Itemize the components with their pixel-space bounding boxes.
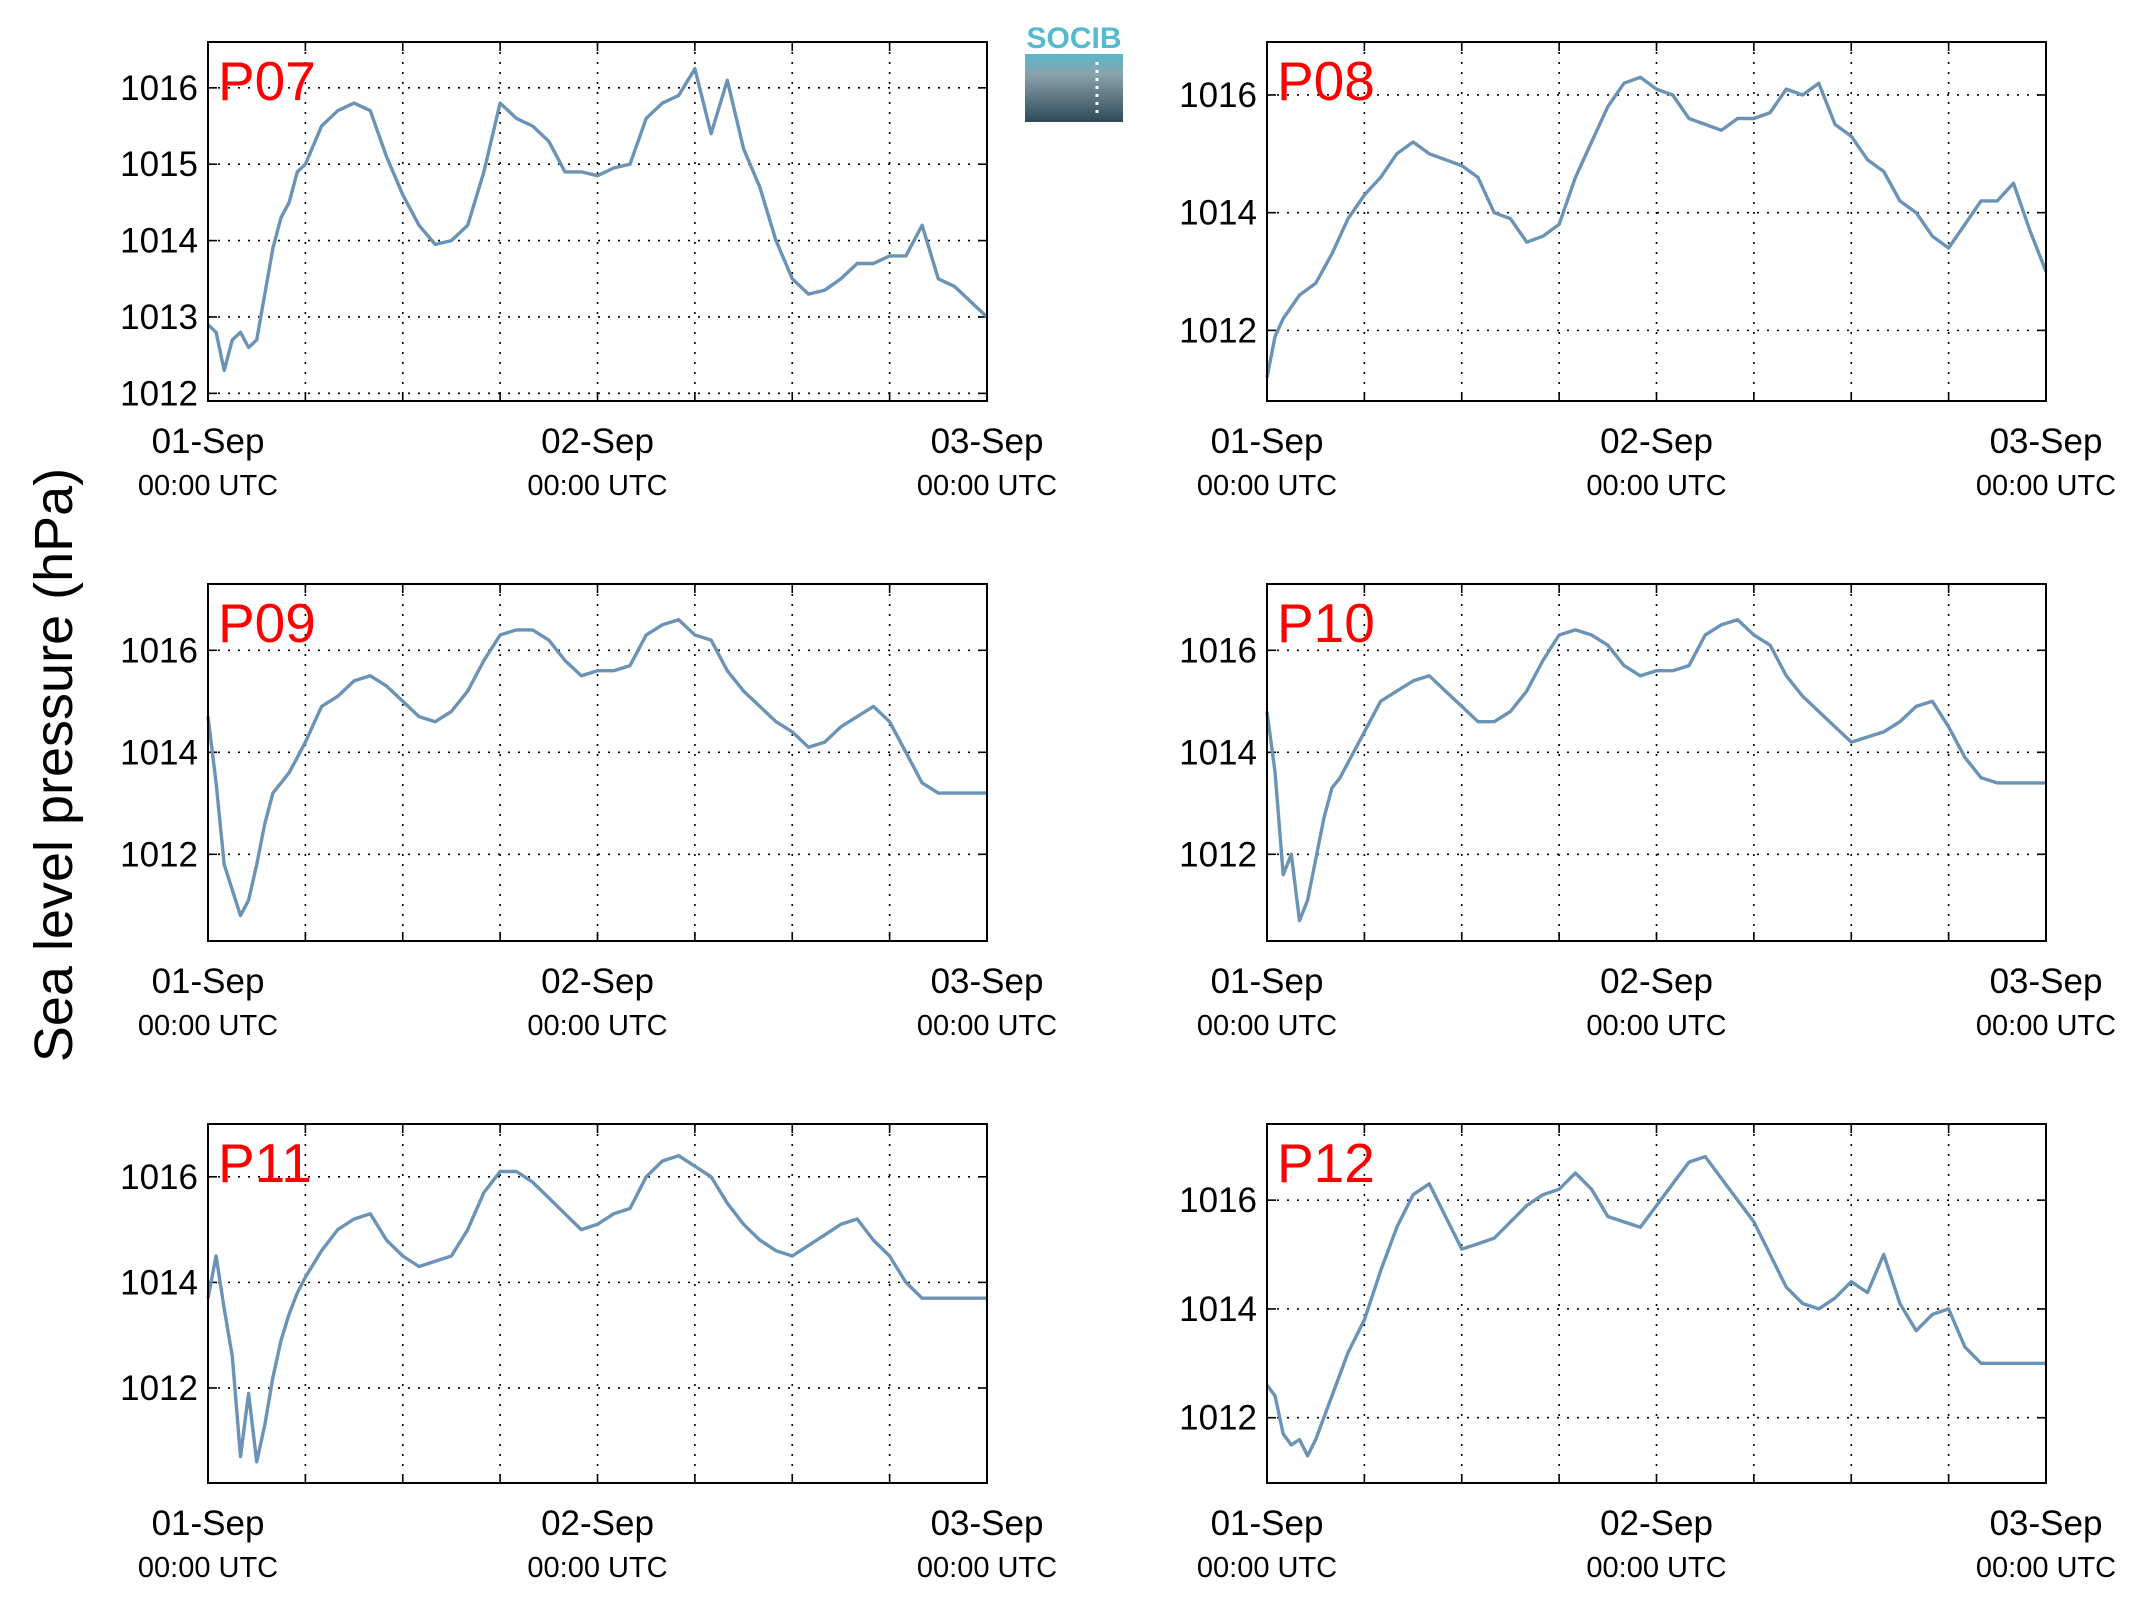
x-tick-label-time: 00:00 UTC: [917, 1010, 1057, 1042]
y-tick-label: 1014: [1179, 733, 1257, 772]
panel-p08: 1012 1014 1016 P08 01-Sep 00:00 UTC 02-Sep 00:0…: [1179, 41, 2116, 502]
x-tick-label-time: 00:00 UTC: [1976, 1010, 2116, 1042]
series-line-p12: [1265, 1154, 2046, 1458]
y-tick-label: 1012: [1179, 835, 1257, 874]
x-tick-label-time: 00:00 UTC: [1586, 1552, 1726, 1584]
x-tick-label-date: 01-Sep: [152, 422, 265, 461]
panel-p11: 1012 1014 1016 P11 01-Sep 00:00 UTC 02-Sep 00:0…: [120, 1123, 1057, 1584]
x-tick-label-time: 00:00 UTC: [527, 470, 667, 502]
y-tick-label: 1012: [120, 374, 198, 413]
panels: 1012 1013 1014 1015 1016 P07 01-Sep 00:00 UTC 02…: [120, 41, 2116, 1584]
axes-frame: [1266, 583, 2047, 942]
series-line-p11: [206, 1154, 987, 1464]
socib-logo-mark: [1025, 54, 1123, 122]
x-tick-label-time: 00:00 UTC: [1586, 470, 1726, 502]
x-tick-label-date: 02-Sep: [541, 962, 654, 1001]
x-tick-label-date: 01-Sep: [152, 1504, 265, 1543]
x-tick-label-time: 00:00 UTC: [138, 1010, 278, 1042]
x-tick-label-time: 00:00 UTC: [527, 1552, 667, 1584]
x-tick-label-time: 00:00 UTC: [1197, 1010, 1337, 1042]
panel-label: P10: [1277, 592, 1375, 654]
x-tick-label-time: 00:00 UTC: [527, 1010, 667, 1042]
panel-label: P08: [1277, 50, 1375, 112]
x-tick-label-time: 00:00 UTC: [1976, 470, 2116, 502]
panel-label: P12: [1277, 1132, 1375, 1194]
x-tick-label-time: 00:00 UTC: [138, 1552, 278, 1584]
series-line-p10: [1265, 618, 2046, 923]
y-tick-label: 1014: [120, 733, 198, 772]
x-tick-label-date: 01-Sep: [1211, 422, 1324, 461]
panel-label: P09: [218, 592, 316, 654]
x-tick-label-date: 02-Sep: [1600, 962, 1713, 1001]
x-tick-label-date: 01-Sep: [1211, 1504, 1324, 1543]
y-tick-label: 1014: [1179, 1290, 1257, 1329]
y-tick-label: 1016: [120, 631, 198, 670]
x-tick-label-date: 02-Sep: [541, 422, 654, 461]
x-tick-label-date: 03-Sep: [931, 422, 1044, 461]
x-tick-label-time: 00:00 UTC: [138, 470, 278, 502]
y-tick-label: 1016: [1179, 1181, 1257, 1220]
y-tick-label: 1012: [1179, 1399, 1257, 1438]
x-tick-label-date: 03-Sep: [1990, 1504, 2103, 1543]
y-tick-label: 1013: [120, 298, 198, 337]
panel-p09: 1012 1014 1016 P09 01-Sep 00:00 UTC 02-Sep 00:0…: [120, 583, 1057, 1042]
x-tick-label-date: 02-Sep: [1600, 1504, 1713, 1543]
y-tick-label: 1012: [120, 835, 198, 874]
series-line-p09: [206, 618, 987, 918]
socib-logo: SOCIB: [1025, 22, 1123, 122]
axes-frame: [207, 1123, 988, 1484]
axes-frame: [1266, 41, 2047, 402]
y-tick-label: 1016: [120, 69, 198, 108]
y-tick-label: 1016: [1179, 76, 1257, 115]
axes-frame: [207, 41, 988, 402]
socib-logo-text: SOCIB: [1026, 22, 1121, 55]
x-tick-label-time: 00:00 UTC: [1197, 1552, 1337, 1584]
panel-p12: 1012 1014 1016 P12 01-Sep 00:00 UTC 02-Sep 00:0…: [1179, 1123, 2116, 1584]
y-tick-label: 1016: [1179, 631, 1257, 670]
axes-frame: [1266, 1123, 2047, 1484]
y-tick-label: 1015: [120, 145, 198, 184]
y-tick-label: 1014: [120, 222, 198, 261]
y-tick-label: 1014: [120, 1263, 198, 1302]
x-tick-label-date: 03-Sep: [1990, 962, 2103, 1001]
x-tick-label-time: 00:00 UTC: [1976, 1552, 2116, 1584]
y-tick-label: 1016: [120, 1158, 198, 1197]
x-tick-label-date: 02-Sep: [541, 1504, 654, 1543]
panel-label: P07: [218, 50, 316, 112]
y-axis-title: Sea level pressure (hPa): [24, 468, 84, 1062]
axes-frame: [207, 583, 988, 942]
x-tick-label-date: 03-Sep: [931, 962, 1044, 1001]
x-tick-label-time: 00:00 UTC: [1197, 470, 1337, 502]
y-tick-label: 1014: [1179, 194, 1257, 233]
panel-p10: 1012 1014 1016 P10 01-Sep 00:00 UTC 02-Sep 00:0…: [1179, 583, 2116, 1042]
panel-p07: 1012 1013 1014 1015 1016 P07 01-Sep 00:00 UTC 02…: [120, 41, 1057, 502]
x-tick-label-date: 01-Sep: [152, 962, 265, 1001]
x-tick-label-date: 03-Sep: [931, 1504, 1044, 1543]
series-line-p08: [1265, 75, 2048, 378]
panel-label: P11: [218, 1132, 312, 1194]
x-tick-label-time: 00:00 UTC: [917, 470, 1057, 502]
x-tick-label-time: 00:00 UTC: [1586, 1010, 1726, 1042]
x-tick-label-date: 01-Sep: [1211, 962, 1324, 1001]
x-tick-label-date: 03-Sep: [1990, 422, 2103, 461]
x-tick-label-time: 00:00 UTC: [917, 1552, 1057, 1584]
y-tick-label: 1012: [120, 1369, 198, 1408]
x-tick-label-date: 02-Sep: [1600, 422, 1713, 461]
y-tick-label: 1012: [1179, 311, 1257, 350]
series-line-p07: [206, 67, 989, 373]
